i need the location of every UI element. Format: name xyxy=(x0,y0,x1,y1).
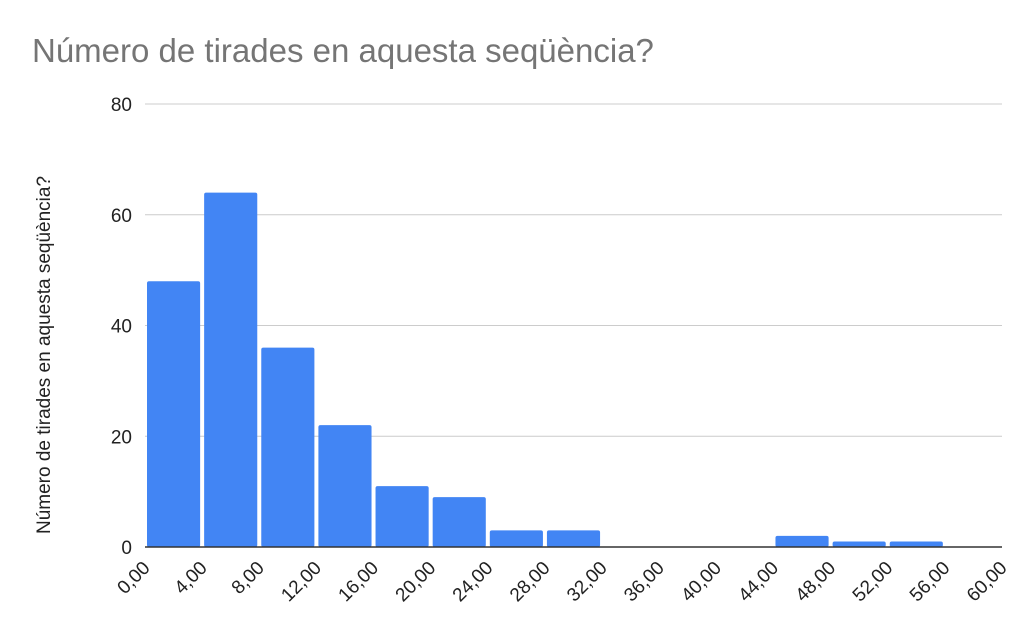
bar xyxy=(147,281,201,547)
bar xyxy=(261,347,315,547)
x-tick-label: 44,00 xyxy=(735,558,783,606)
x-tick-label: 48,00 xyxy=(792,558,840,606)
bar xyxy=(318,425,372,547)
x-tick-label: 0,00 xyxy=(114,558,155,599)
x-tick-label: 56,00 xyxy=(906,558,954,606)
x-tick-label: 40,00 xyxy=(677,558,725,606)
x-tick-label: 16,00 xyxy=(335,558,383,606)
x-tick-label: 24,00 xyxy=(449,558,497,606)
bar xyxy=(204,192,258,547)
y-tick-label: 0 xyxy=(121,538,132,559)
x-tick-label: 28,00 xyxy=(506,558,554,606)
x-tick-label: 12,00 xyxy=(277,558,325,606)
bar xyxy=(832,541,886,547)
y-axis-label: Número de tirades en aquesta seqüència? xyxy=(34,176,55,534)
bar xyxy=(432,497,486,547)
x-tick-label: 8,00 xyxy=(228,558,269,599)
bar xyxy=(775,535,829,547)
bar xyxy=(889,541,943,547)
y-tick-label: 80 xyxy=(111,95,132,116)
x-tick-label: 60,00 xyxy=(963,558,1011,606)
chart-title: Número de tirades en aquesta seqüència? xyxy=(32,32,654,69)
y-tick-label: 60 xyxy=(111,206,132,227)
x-tick-label: 4,00 xyxy=(171,558,212,599)
x-tick-label: 52,00 xyxy=(849,558,897,606)
x-tick-label: 20,00 xyxy=(392,558,440,606)
x-tick-label: 32,00 xyxy=(563,558,611,606)
bar xyxy=(489,530,543,547)
y-tick-label: 40 xyxy=(111,317,132,338)
bar xyxy=(375,486,429,547)
y-tick-label: 20 xyxy=(111,427,132,448)
x-tick-label: 36,00 xyxy=(620,558,668,606)
bar xyxy=(546,530,601,547)
